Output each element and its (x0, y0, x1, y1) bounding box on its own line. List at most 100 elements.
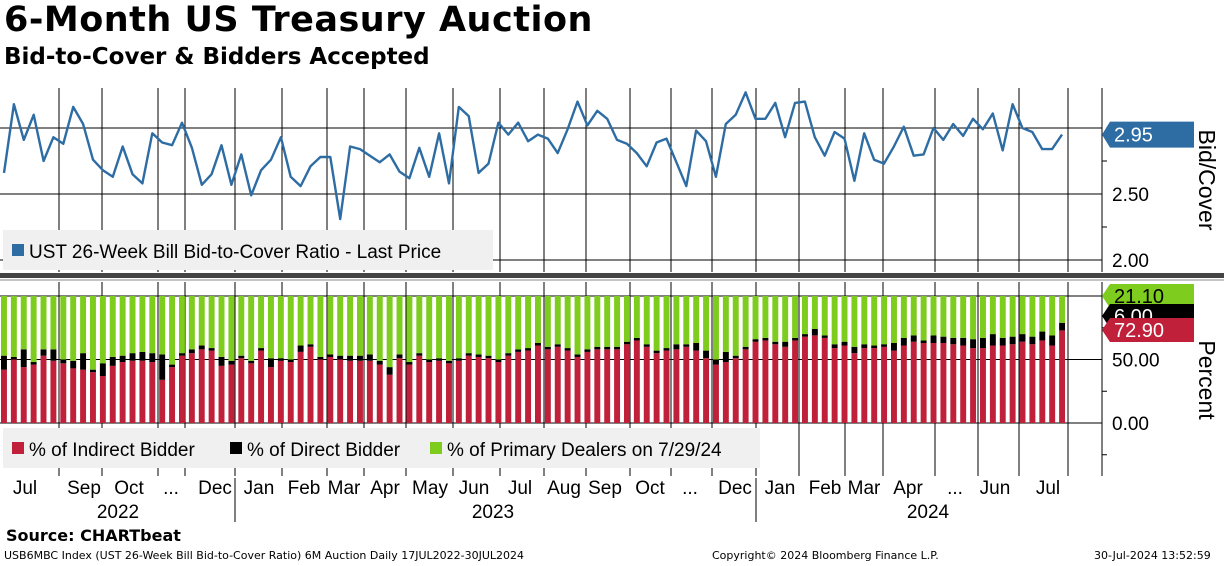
bar-primary (218, 296, 225, 357)
bar-primary (10, 296, 17, 357)
y-tick-label: 0.00 (1112, 414, 1149, 435)
bar-indirect (663, 350, 670, 423)
bar-primary (99, 296, 106, 364)
x-month-label: Mar (328, 478, 361, 499)
bar-direct (989, 334, 996, 346)
index-info: USB6MBC Index (UST 26-Week Bill Bid-to-C… (4, 549, 525, 562)
bar-primary (1059, 296, 1066, 323)
bar-primary (614, 296, 621, 347)
bar-primary (653, 296, 660, 351)
bar-direct (1059, 322, 1066, 331)
bar-indirect (841, 345, 848, 423)
bar-direct (881, 344, 888, 347)
x-month-label: Jun (980, 478, 1011, 499)
bar-primary (1019, 296, 1026, 335)
bar-primary (90, 296, 96, 370)
bar-indirect (624, 344, 630, 423)
bar-indirect (960, 345, 967, 423)
bar-indirect (396, 358, 403, 423)
bar-primary (792, 296, 799, 338)
bid-to-cover-line (2, 91, 1063, 221)
bar-primary (851, 296, 858, 347)
x-year-label: 2024 (907, 502, 950, 523)
bar-direct (693, 342, 700, 351)
bar-primary (436, 296, 443, 359)
bar-indirect (683, 346, 690, 423)
bar-primary (475, 296, 482, 355)
x-month-label: Feb (809, 478, 842, 499)
bar-indirect (475, 356, 482, 423)
bar-primary (643, 296, 650, 345)
bar-indirect (970, 348, 977, 423)
bar-indirect (248, 363, 255, 423)
y-tick-label: 50.00 (1112, 351, 1160, 372)
bar-primary (416, 296, 423, 354)
bar-indirect (337, 359, 344, 423)
bar-indirect (327, 356, 334, 423)
bar-primary (60, 296, 67, 360)
bar-primary (811, 296, 818, 330)
bar-primary (347, 296, 354, 356)
bar-primary (70, 296, 77, 361)
copyright: Copyright© 2024 Bloomberg Finance L.P. (712, 549, 939, 562)
bar-direct (238, 355, 245, 359)
bar-indirect (455, 360, 462, 423)
bar-indirect (802, 336, 808, 423)
chart-title: 6-Month US Treasury Auction (4, 0, 593, 40)
indirect-last-label: 72.90 (1114, 320, 1164, 342)
bar-indirect (535, 345, 541, 423)
bar-direct (821, 335, 828, 338)
bar-primary (188, 296, 195, 350)
bar-primary (742, 296, 749, 347)
bar-primary (277, 296, 284, 359)
bar-direct (198, 345, 205, 350)
bar-indirect (891, 350, 897, 423)
x-month-label: ... (682, 478, 698, 499)
x-month-label: Jul (508, 478, 532, 499)
bar-indirect (357, 360, 363, 423)
bar-primary (841, 296, 848, 342)
bar-indirect (297, 351, 304, 423)
last-value-label: 2.95 (1114, 125, 1153, 147)
bar-indirect (900, 345, 907, 423)
bar-primary (762, 296, 769, 338)
bar-indirect (762, 340, 769, 423)
bar-direct (485, 355, 492, 359)
x-month-label: Dec (718, 478, 752, 499)
bar-primary (525, 296, 532, 349)
bar-direct (129, 353, 136, 361)
bar-primary (584, 296, 591, 350)
bar-indirect (574, 356, 581, 423)
bar-direct (169, 364, 176, 368)
y-axis-title: Bid/Cover (1194, 130, 1220, 231)
bar-primary (693, 296, 700, 343)
x-month-label: ... (947, 478, 963, 499)
bar-primary (1009, 296, 1016, 337)
bar-primary (406, 296, 413, 363)
bar-primary (564, 296, 571, 349)
bar-primary (179, 296, 185, 354)
bar-indirect (910, 341, 917, 423)
bar-primary (40, 296, 47, 350)
bar-indirect (258, 350, 265, 423)
bar-direct (208, 348, 215, 351)
bar-primary (960, 296, 967, 338)
bar-primary (900, 296, 907, 338)
bar-indirect (287, 362, 294, 423)
bar-primary (891, 296, 897, 343)
bar-indirect (307, 346, 314, 423)
bar-direct (614, 346, 621, 350)
bar-direct (891, 342, 897, 351)
bar-indirect (268, 367, 274, 423)
bar-indirect (1049, 345, 1056, 423)
bar-primary (297, 296, 304, 346)
bar-indirect (426, 362, 433, 423)
bar-indirect (80, 369, 87, 423)
bar-direct (722, 351, 729, 363)
bar-primary (337, 296, 344, 356)
bar-direct (920, 340, 927, 343)
bar-indirect (40, 355, 47, 423)
bar-direct (663, 348, 670, 351)
bar-primary (307, 296, 314, 345)
bar-primary (871, 296, 878, 346)
